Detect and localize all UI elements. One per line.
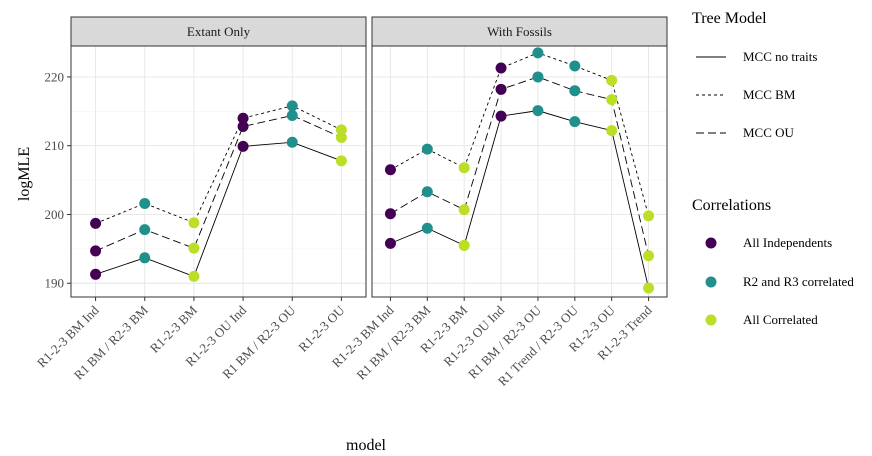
data-point — [188, 217, 200, 229]
x-tick-label: R1-2-3 OU — [295, 302, 348, 355]
data-point — [90, 217, 102, 229]
data-point — [139, 197, 151, 209]
data-point — [532, 71, 544, 83]
data-point — [495, 62, 507, 74]
data-point — [384, 208, 396, 220]
y-tick-label: 190 — [45, 276, 65, 291]
y-tick-label: 220 — [45, 69, 65, 84]
data-point — [421, 186, 433, 198]
data-point — [421, 222, 433, 234]
series-line — [95, 141, 342, 277]
linetype-legend-label: MCC OU — [743, 125, 795, 140]
data-point — [495, 83, 507, 95]
data-point — [237, 120, 249, 132]
data-point — [90, 268, 102, 280]
data-point — [421, 143, 433, 155]
data-point — [237, 112, 249, 124]
color-legend-label: R2 and R3 correlated — [743, 274, 854, 289]
facet-strip-label: Extant Only — [187, 24, 251, 39]
data-point — [643, 282, 655, 294]
series-line — [390, 110, 649, 289]
series-line — [95, 105, 342, 224]
data-point — [643, 250, 655, 262]
plot-background — [372, 46, 667, 297]
y-axis-title: logMLE — [16, 147, 33, 201]
data-point — [286, 100, 298, 112]
color-key-all-independents — [705, 237, 717, 249]
data-point — [335, 124, 347, 136]
series-line — [390, 76, 649, 256]
color-legend-title: Correlations — [692, 197, 771, 214]
color-legend-item: All Correlated — [705, 312, 818, 327]
legend: Tree Model MCC no traits MCC BM MCC OU C… — [692, 10, 854, 327]
data-point — [458, 204, 470, 216]
data-point — [458, 162, 470, 174]
linetype-legend-item: MCC OU — [696, 125, 795, 140]
data-point — [188, 270, 200, 282]
series-line — [95, 114, 342, 252]
data-point — [188, 242, 200, 254]
color-key-all-correlated — [705, 314, 717, 326]
data-point — [335, 155, 347, 167]
series-line — [390, 52, 649, 216]
data-point — [335, 131, 347, 143]
data-point — [237, 140, 249, 152]
data-point — [384, 164, 396, 176]
data-point — [495, 110, 507, 122]
y-tick-label: 200 — [45, 207, 65, 222]
linetype-legend-label: MCC BM — [743, 87, 796, 102]
data-point — [139, 252, 151, 264]
linetype-legend-title: Tree Model — [692, 10, 767, 27]
data-point — [569, 85, 581, 97]
data-point — [606, 125, 618, 137]
data-point — [458, 239, 470, 251]
data-point — [569, 116, 581, 128]
facet-strip — [371, 16, 668, 47]
color-legend-label: All Independents — [743, 235, 832, 250]
data-point — [286, 109, 298, 121]
data-point — [606, 94, 618, 106]
data-point — [90, 245, 102, 257]
linetype-legend-item: MCC BM — [696, 87, 796, 102]
linetype-legend-item: MCC no traits — [696, 49, 817, 64]
color-key-r2-r3-correlated — [705, 276, 717, 288]
data-point — [532, 105, 544, 117]
y-tick-label: 210 — [45, 138, 65, 153]
facet-strip-label: With Fossils — [487, 24, 552, 39]
data-point — [384, 237, 396, 249]
color-legend-item: All Independents — [705, 235, 832, 250]
data-point — [286, 136, 298, 148]
x-axis-title: model — [346, 437, 387, 454]
data-point — [606, 74, 618, 86]
color-legend-item: R2 and R3 correlated — [705, 274, 854, 289]
data-point — [569, 60, 581, 72]
linetype-legend-label: MCC no traits — [743, 49, 817, 64]
facet-strip — [70, 16, 367, 47]
data-point — [532, 47, 544, 59]
data-point — [643, 210, 655, 222]
data-point — [139, 224, 151, 236]
color-legend-label: All Correlated — [743, 312, 818, 327]
